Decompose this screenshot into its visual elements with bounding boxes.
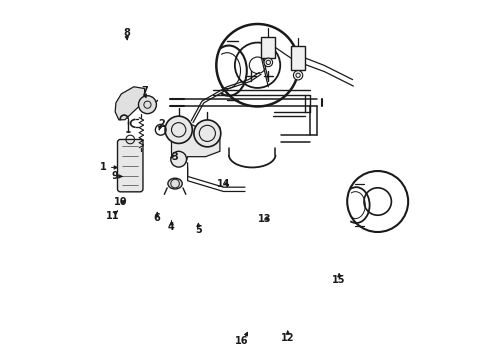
Text: 8: 8 [123,28,130,38]
Text: 9: 9 [112,171,119,181]
Text: 13: 13 [258,215,271,224]
Text: 7: 7 [141,86,148,96]
Text: 2: 2 [158,120,165,129]
Circle shape [165,116,192,143]
Circle shape [139,96,156,114]
Text: 10: 10 [114,197,127,207]
Ellipse shape [194,120,221,147]
Text: 3: 3 [172,152,178,162]
Text: 11: 11 [105,211,119,221]
Polygon shape [172,123,220,163]
Text: 15: 15 [332,275,345,285]
Text: 1: 1 [100,162,107,172]
Text: 5: 5 [195,225,202,235]
Circle shape [171,151,187,167]
Text: 14: 14 [217,179,230,189]
Text: 12: 12 [281,333,295,343]
Text: 16: 16 [235,336,248,346]
Ellipse shape [168,178,182,189]
Text: 4: 4 [168,222,175,231]
FancyBboxPatch shape [118,139,143,192]
Text: 6: 6 [154,213,161,222]
Bar [291,46,305,70]
Polygon shape [115,87,145,120]
Circle shape [264,58,272,67]
Bar [262,37,275,58]
Circle shape [294,71,303,80]
